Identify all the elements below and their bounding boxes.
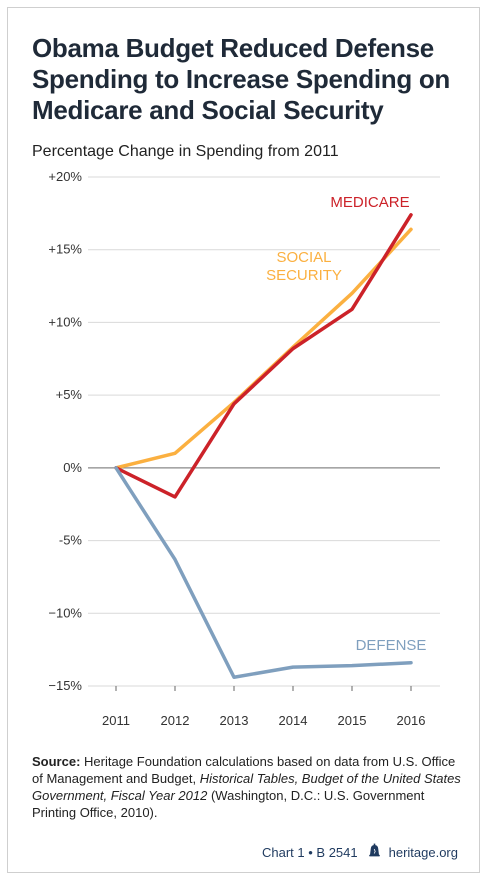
chart-reference: Chart 1 • B 2541 <box>262 844 358 860</box>
data-point <box>173 452 177 455</box>
source-label: Source: <box>32 754 81 769</box>
chart-subtitle: Percentage Change in Spending from 2011 <box>32 143 339 160</box>
data-point <box>232 676 236 679</box>
y-tick-label: +15% <box>48 242 82 257</box>
data-point <box>232 402 236 406</box>
y-tick-label: +20% <box>48 169 82 184</box>
source-text-2: (Washington, D.C.: U.S. Government Print… <box>32 788 425 820</box>
y-axis-ticks: +20% +15% +10% +5% 0% -5% −10% −15% <box>48 169 82 693</box>
data-point <box>173 558 177 561</box>
y-tick-label: 0% <box>63 460 82 475</box>
y-tick-label: -5% <box>59 533 83 548</box>
source-publication: Historical Tables, Budget of the United … <box>32 771 461 803</box>
data-point <box>409 228 413 231</box>
footer: Chart 1 • B 2541 heritage.org <box>262 843 458 862</box>
series-label: SOCIAL <box>276 249 331 266</box>
series-line-defense <box>114 466 413 680</box>
data-point <box>350 292 354 295</box>
data-point <box>173 495 177 499</box>
data-point <box>114 466 118 470</box>
x-tick-label: 2012 <box>161 713 190 728</box>
series-layer <box>114 213 413 680</box>
source-note: Source: Heritage Foundation calculations… <box>32 753 462 821</box>
data-point <box>409 213 413 217</box>
liberty-bell-icon <box>367 843 382 862</box>
series-label: DEFENSE <box>356 637 427 654</box>
y-tick-label: +5% <box>56 387 83 402</box>
y-tick-label: −15% <box>48 678 82 693</box>
chart-frame <box>7 7 480 873</box>
data-point <box>291 665 295 669</box>
data-point <box>409 661 413 664</box>
source-text-1: Heritage Foundation calculations based o… <box>32 754 456 786</box>
y-tick-label: +10% <box>48 314 82 329</box>
series-label: SECURITY <box>266 267 342 284</box>
site-link[interactable]: heritage.org <box>388 844 458 860</box>
x-tick-label: 2013 <box>220 713 249 728</box>
x-tick-label: 2016 <box>397 713 426 728</box>
data-point <box>350 308 354 311</box>
series-line-social-security <box>114 227 413 470</box>
data-point <box>350 664 354 667</box>
y-tick-label: −10% <box>48 605 82 620</box>
series-line-medicare <box>114 213 413 499</box>
grid-layer <box>88 176 440 687</box>
data-point <box>291 347 295 350</box>
chart-title: Obama Budget Reduced Defense Spending to… <box>32 33 450 125</box>
x-axis-ticks: 2011 2012 2013 2014 2015 2016 <box>102 686 425 728</box>
x-tick-label: 2014 <box>279 713 308 728</box>
x-tick-label: 2011 <box>102 713 130 728</box>
series-label: MEDICARE <box>330 194 409 211</box>
x-tick-label: 2015 <box>338 713 367 728</box>
